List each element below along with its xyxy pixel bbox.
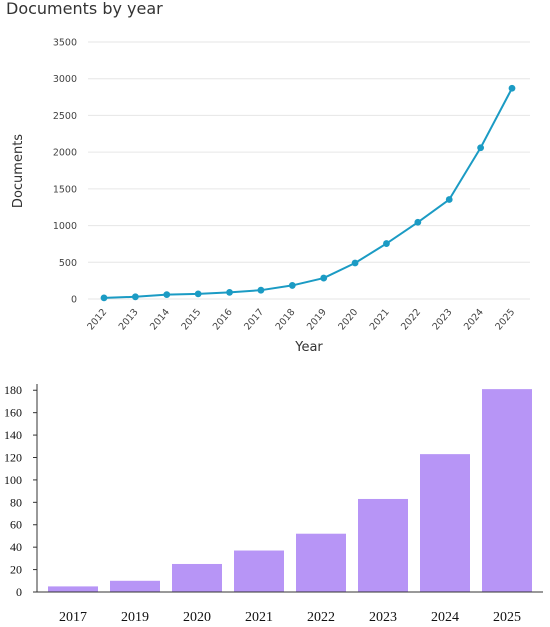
x-tick-label: 2013 [117, 307, 141, 333]
data-point [320, 274, 328, 282]
x-tick-label: 2019 [121, 610, 149, 625]
x-tick-label: 2021 [368, 307, 392, 333]
y-tick-label: 20 [10, 563, 22, 577]
data-point [226, 288, 233, 296]
chart-title: Documents by year [6, 0, 163, 18]
y-tick-label: 1000 [53, 221, 77, 232]
bar [234, 550, 284, 592]
y-tick-label: 180 [4, 383, 22, 397]
y-tick-label: 40 [10, 540, 22, 554]
y-axis-label: Documents [11, 134, 26, 208]
y-tick-label: 0 [71, 295, 77, 306]
x-tick-label: 2024 [431, 610, 459, 625]
x-tick-label: 2024 [462, 307, 486, 333]
data-point [445, 196, 453, 203]
bar [296, 533, 346, 592]
x-tick-label: 2020 [336, 307, 360, 333]
x-tick-label: 2020 [183, 610, 211, 625]
x-tick-label: 2018 [274, 307, 298, 333]
data-point [477, 144, 485, 152]
data-point [100, 294, 108, 302]
y-tick-label: 500 [59, 258, 77, 269]
x-tick-label: 2023 [369, 610, 397, 625]
x-tick-label: 2022 [399, 307, 423, 333]
x-tick-label: 2012 [85, 307, 109, 333]
x-tick-label: 2021 [245, 610, 273, 625]
data-point [194, 290, 202, 298]
x-tick-label: 2017 [59, 610, 87, 625]
x-tick-label: 2019 [305, 307, 329, 333]
x-tick-label: 2014 [148, 307, 172, 333]
x-tick-label: 2017 [242, 307, 266, 333]
data-point [131, 293, 139, 301]
y-tick-label: 2500 [53, 111, 77, 122]
y-tick-label: 80 [10, 495, 22, 509]
y-tick-label: 3500 [53, 38, 77, 49]
y-tick-label: 2000 [53, 148, 77, 159]
x-tick-label: 2025 [493, 610, 521, 625]
x-tick-label: 2022 [307, 610, 335, 625]
bar [482, 389, 532, 592]
bar [420, 454, 470, 592]
y-tick-label: 0 [16, 585, 22, 599]
documents-bar-chart: 0 20 40 60 80 100 120 140 160 180 2017 2019 2020 2021… [4, 383, 543, 625]
y-tick-label: 120 [4, 450, 22, 464]
y-tick-label: 100 [4, 473, 22, 487]
data-point [414, 218, 422, 226]
bar [172, 563, 222, 592]
data-point [383, 240, 390, 247]
y-tick-label: 1500 [53, 184, 77, 195]
x-tick-label: 2016 [211, 307, 235, 333]
data-point [508, 84, 516, 92]
y-tick-label: 60 [10, 518, 22, 532]
bar [48, 586, 98, 592]
data-point [257, 286, 265, 294]
documents-line-chart: 0 500 1000 1500 2000 2500 3000 3500 2012 2013 2014… [11, 38, 530, 355]
bar [110, 580, 160, 592]
data-point [351, 259, 359, 267]
x-axis-label: Year [294, 340, 323, 355]
bar [358, 498, 408, 592]
y-tick-label: 3000 [53, 74, 77, 85]
x-tick-label: 2015 [179, 307, 203, 333]
series-line [103, 87, 513, 299]
x-tick-label: 2025 [493, 307, 517, 333]
y-tick-label: 140 [4, 428, 22, 442]
data-point [163, 291, 171, 298]
y-tick-label: 160 [4, 406, 22, 420]
data-point [288, 282, 296, 289]
x-tick-label: 2023 [431, 307, 455, 333]
